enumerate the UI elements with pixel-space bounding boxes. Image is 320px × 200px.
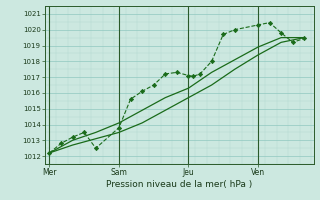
- X-axis label: Pression niveau de la mer( hPa ): Pression niveau de la mer( hPa ): [106, 180, 252, 189]
